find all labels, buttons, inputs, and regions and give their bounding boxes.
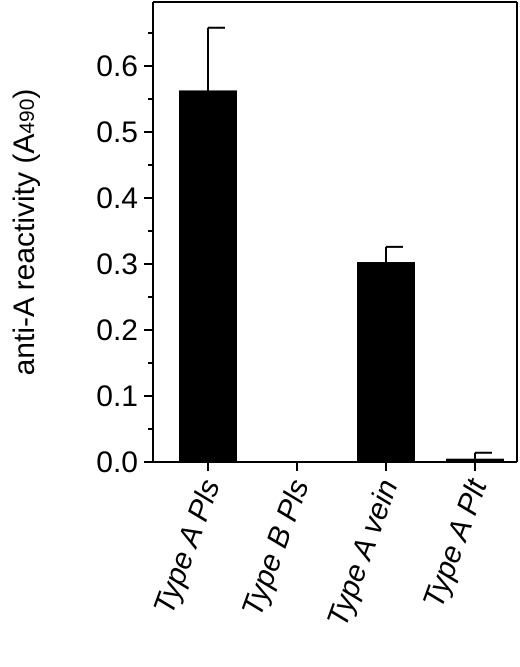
bar bbox=[357, 262, 415, 462]
category-label: Type B Pls bbox=[236, 475, 316, 621]
y-axis-title-subscript: 490 bbox=[16, 99, 39, 134]
y-tick-label: 0.4 bbox=[96, 182, 138, 215]
y-tick-label: 0.2 bbox=[96, 314, 138, 347]
category-labels: Type A Pls Type B Pls Type A vein Type A Pl… bbox=[147, 474, 494, 632]
category-label: Type A vein bbox=[321, 475, 405, 631]
y-axis-ticks: 0.0 0.1 0.2 0.3 0.4 0.5 0.6 bbox=[96, 32, 153, 479]
bar bbox=[179, 90, 237, 463]
category-label: Type A Pls bbox=[147, 475, 226, 618]
y-axis-title-close: ) bbox=[8, 89, 41, 99]
bars bbox=[179, 90, 504, 463]
bar bbox=[446, 458, 504, 462]
error-bars bbox=[207, 26, 492, 459]
category-label: Type A Plt bbox=[417, 474, 494, 613]
y-tick-label: 0.6 bbox=[96, 50, 138, 83]
y-axis-title-main: anti-A reactivity (A bbox=[8, 134, 41, 376]
y-tick-label: 0.1 bbox=[96, 380, 138, 413]
y-tick-label: 0.3 bbox=[96, 248, 138, 281]
y-axis-title: anti-A reactivity (A490) bbox=[8, 89, 41, 376]
y-tick-label: 0.5 bbox=[96, 116, 138, 149]
x-axis-ticks bbox=[207, 462, 476, 471]
y-tick-label: 0.0 bbox=[96, 446, 138, 479]
